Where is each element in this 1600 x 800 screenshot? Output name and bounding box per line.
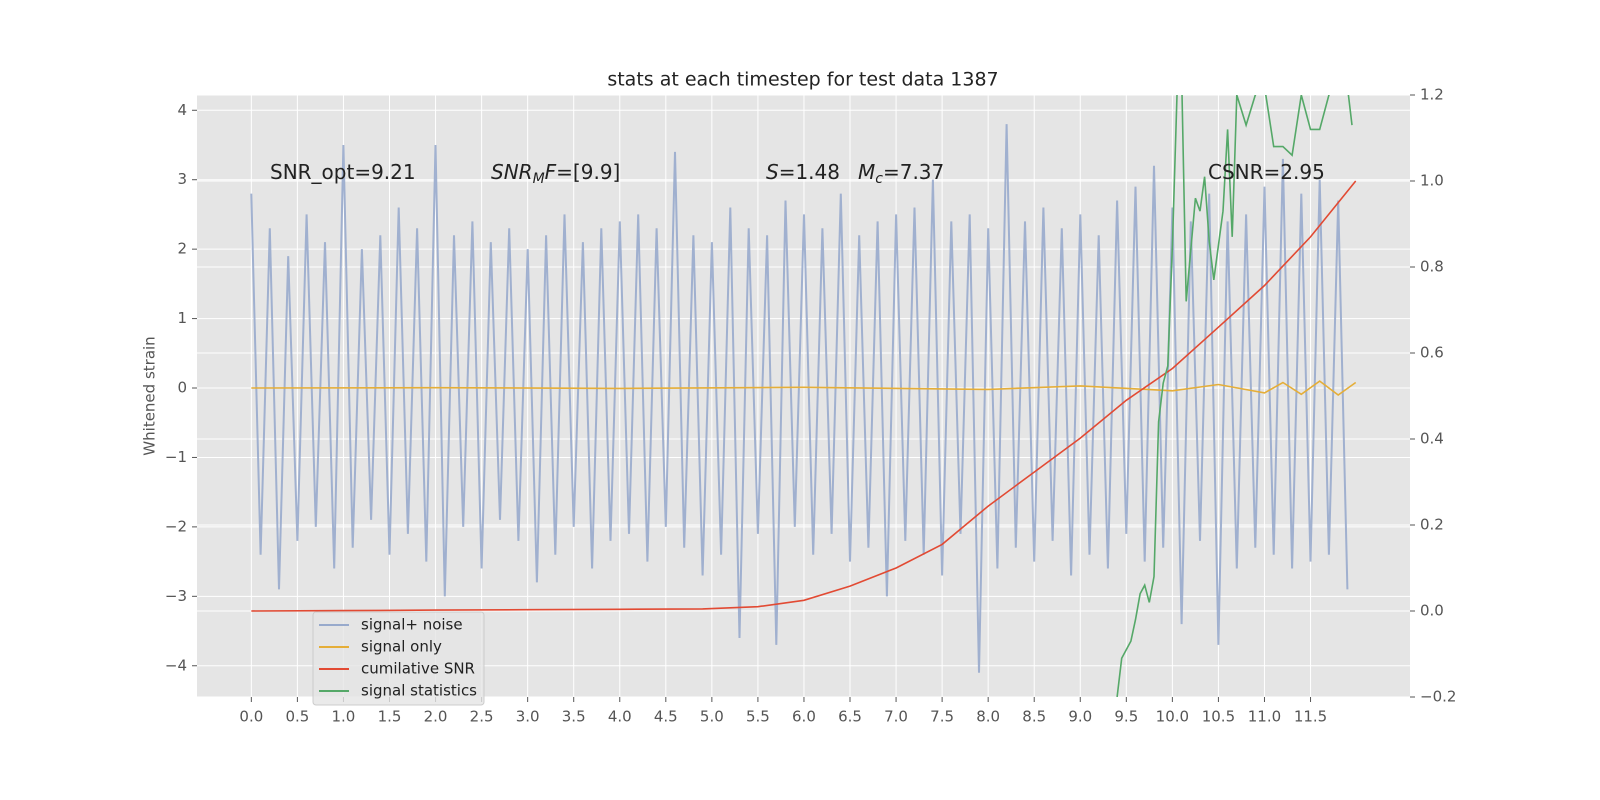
annotation-part: CSNR=2.95: [1208, 160, 1325, 184]
y-tick-label: −1: [165, 448, 187, 466]
x-tick-label: 4.0: [608, 708, 632, 726]
y-tick-label: 0: [177, 379, 187, 397]
x-tick-label: 1.5: [378, 708, 402, 726]
x-tick-label: 1.0: [332, 708, 356, 726]
series-line: [251, 180, 1357, 612]
y-tick-label: 3: [177, 170, 187, 188]
x-tick-label: 7.0: [884, 708, 908, 726]
annotation-part: SNR_opt=9.21: [270, 160, 416, 184]
y-tick-label: 1: [177, 309, 187, 327]
series-line: [251, 380, 1357, 396]
x-tick-label: 4.5: [654, 708, 678, 726]
legend-label: signal only: [361, 638, 442, 656]
y-tick-label: −4: [165, 656, 187, 674]
annotation-part: =7.37: [883, 160, 944, 184]
y2-tick-label: 1.2: [1420, 86, 1444, 104]
y-tick-label: −3: [165, 587, 187, 605]
x-tick-label: 3.5: [562, 708, 586, 726]
y2-tick-label: 0.4: [1420, 430, 1444, 448]
annotation: Mc=7.37: [858, 160, 944, 188]
x-tick-label: 10.0: [1156, 708, 1189, 726]
y2-tick-label: 0.0: [1420, 602, 1444, 620]
legend-label: signal+ noise: [361, 616, 463, 634]
y-tick-label: 4: [177, 101, 187, 119]
x-tick-label: 9.5: [1114, 708, 1138, 726]
marks: [250, 95, 1357, 697]
annotation-part: S: [766, 160, 779, 184]
legend-label: cumilative SNR: [361, 660, 475, 678]
x-tick-label: 8.0: [976, 708, 1000, 726]
y-axis-label: Whitened strain: [141, 336, 159, 455]
x-tick-label: 11.0: [1248, 708, 1281, 726]
grid: [197, 94, 1410, 698]
y-tick-label: 2: [177, 240, 187, 258]
annotation-part: =1.48: [779, 160, 840, 184]
x-tick-label: 7.5: [930, 708, 954, 726]
y2-tick-label: 0.8: [1420, 258, 1444, 276]
x-tick-label: 11.5: [1294, 708, 1327, 726]
annotation-part: M: [533, 171, 545, 187]
y-tick-label: −2: [165, 517, 187, 535]
annotation: SNRMF=[9.9]: [491, 160, 620, 188]
annotation: CSNR=2.95: [1208, 160, 1325, 184]
y2-tick-label: 0.2: [1420, 516, 1444, 534]
x-tick-label: 9.0: [1068, 708, 1092, 726]
legend-label: signal statistics: [361, 682, 477, 700]
x-tick-label: 2.0: [424, 708, 448, 726]
x-tick-label: 3.0: [516, 708, 540, 726]
x-tick-label: 5.0: [700, 708, 724, 726]
x-tick-label: 0.0: [239, 708, 263, 726]
annotation-part: M: [858, 160, 875, 184]
annotation-part: c: [875, 171, 883, 187]
legend-box: [312, 611, 485, 706]
x-tick-label: 2.5: [470, 708, 494, 726]
annotation-part: F: [545, 160, 557, 184]
labels: 0.0 0.5 1.0 1.5 2.0 2.5 3.0 3.5 4.0 4.5 5.0 5.5 6.0 6…: [165, 86, 1457, 726]
chart-title: stats at each timestep for test data 138…: [607, 69, 998, 91]
x-tick-label: 6.5: [838, 708, 862, 726]
annotation: S=1.48: [766, 160, 840, 184]
annotation-part: SNR: [491, 160, 533, 184]
x-tick-label: 10.5: [1202, 708, 1235, 726]
x-tick-label: 6.0: [792, 708, 816, 726]
y2-tick-label: 1.0: [1420, 172, 1444, 190]
x-tick-label: 5.5: [746, 708, 770, 726]
y2-tick-label: −0.2: [1420, 688, 1456, 706]
annotation: SNR_opt=9.21: [270, 160, 416, 184]
series-line: [1116, 95, 1353, 697]
x-tick-label: 8.5: [1022, 708, 1046, 726]
series-line: [250, 124, 1349, 673]
x-tick-label: 0.5: [285, 708, 309, 726]
y2-tick-label: 0.6: [1420, 344, 1444, 362]
annotation-part: =[9.9]: [556, 160, 620, 184]
